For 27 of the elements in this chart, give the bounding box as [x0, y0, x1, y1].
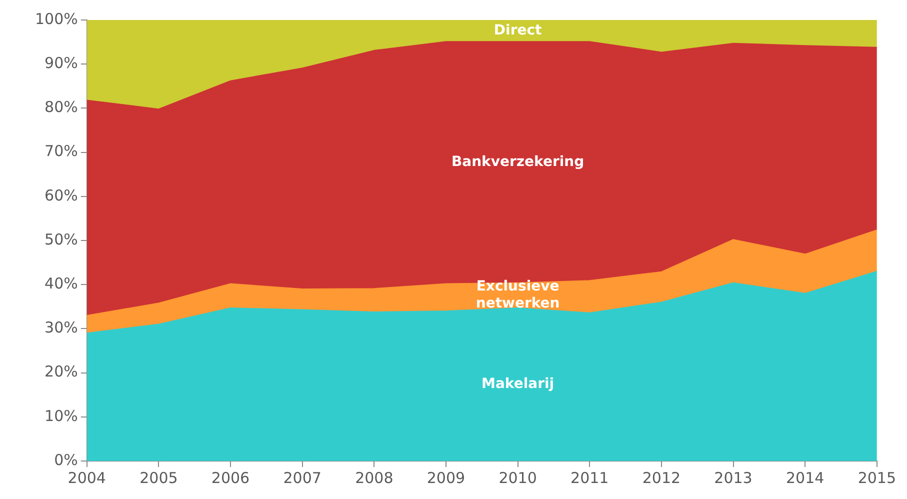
- x-tick-label: 2005: [140, 468, 178, 487]
- x-tick-label: 2013: [714, 468, 752, 487]
- y-tick-label: 20%: [44, 362, 78, 381]
- x-tick-label: 2011: [570, 468, 609, 487]
- y-tick-label: 0%: [54, 450, 78, 469]
- x-tick-label: 2010: [498, 468, 537, 487]
- x-tick-label: 2007: [283, 468, 322, 487]
- x-tick-label: 2012: [642, 468, 681, 487]
- y-tick-label: 90%: [44, 54, 78, 72]
- y-tick-label: 70%: [44, 142, 78, 160]
- y-tick-label: 10%: [44, 406, 78, 425]
- y-tick-label: 80%: [44, 98, 78, 116]
- y-tick-label: 40%: [44, 274, 78, 292]
- x-tick-label: 2008: [355, 468, 394, 487]
- y-tick-label: 100%: [34, 10, 78, 28]
- y-tick-label: 50%: [44, 230, 78, 248]
- series-label: Bankverzekering: [451, 154, 584, 170]
- x-tick-label: 2004: [68, 468, 106, 487]
- y-tick-label: 30%: [44, 318, 78, 337]
- series-label: Direct: [494, 22, 542, 38]
- x-tick-label: 2009: [426, 468, 466, 487]
- x-tick-label: 2014: [786, 468, 824, 487]
- x-tick-label: 2015: [858, 468, 896, 487]
- series-label: Makelarij: [482, 376, 554, 392]
- y-tick-label: 60%: [44, 186, 78, 204]
- x-tick-label: 2006: [211, 468, 250, 487]
- series-label: Exclusieve netwerken: [476, 278, 560, 312]
